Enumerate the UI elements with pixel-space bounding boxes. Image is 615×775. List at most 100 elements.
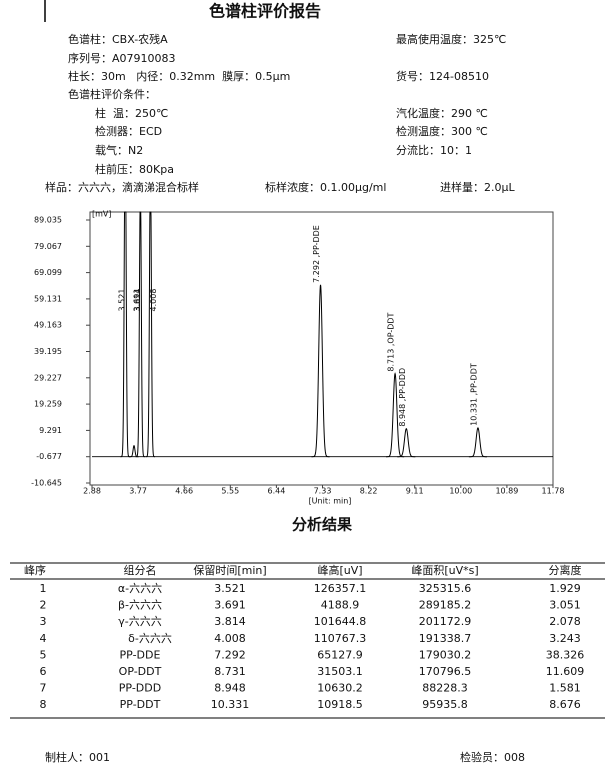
table-cell: PP-DDE — [120, 648, 161, 661]
info: 最高使用温度：325℃ — [396, 32, 506, 46]
table-cell: 4.008 — [214, 632, 246, 645]
table-cell: PP-DDD — [119, 682, 161, 695]
y-tick-label: 39.195 — [34, 347, 62, 356]
y-tick-label: 19.259 — [34, 400, 62, 409]
column-header: 峰序 — [24, 563, 46, 577]
table-cell: 1.581 — [549, 682, 581, 695]
table-cell: 1 — [40, 582, 47, 595]
y-tick-label: 59.131 — [34, 294, 62, 303]
x-tick-label: 6.44 — [267, 487, 285, 496]
table-cell: 3.814 — [214, 615, 246, 628]
peak-label: 10.331 ,PP-DDT — [469, 363, 478, 426]
table-cell: 201172.9 — [419, 615, 472, 628]
table-cell: 4 — [40, 632, 47, 645]
table-cell: 8.731 — [214, 665, 246, 678]
footer: 制柱人：001 — [45, 750, 110, 764]
y-unit: [mV] — [92, 210, 112, 219]
table-cell: 4188.9 — [321, 599, 360, 612]
x-tick-label: 2.88 — [83, 487, 101, 496]
table-cell: 325315.6 — [419, 582, 472, 595]
peak-label: 3.521 — [118, 289, 127, 312]
table-cell: 170796.5 — [419, 665, 472, 678]
table-cell: 10.331 — [211, 698, 250, 711]
table-cell: 101644.8 — [314, 615, 367, 628]
x-tick-label: 3.77 — [129, 487, 147, 496]
y-tick-label: 89.035 — [34, 216, 62, 225]
table-cell: 179030.2 — [419, 648, 472, 661]
footer: 检验员：008 — [460, 750, 525, 764]
x-tick-label: 11.78 — [542, 487, 565, 496]
table-cell: 10630.2 — [317, 682, 363, 695]
column-header: 分离度 — [549, 563, 582, 577]
peak — [397, 427, 416, 458]
table-cell: 3.521 — [214, 582, 246, 595]
x-tick-label: 4.66 — [175, 487, 193, 496]
x-unit: [Unit: min] — [309, 497, 352, 506]
x-tick-label: 9.11 — [406, 487, 424, 496]
table-cell: 11.609 — [546, 665, 585, 678]
y-tick-label: 79.067 — [34, 242, 62, 251]
peak — [120, 211, 130, 458]
table-cell: 5 — [40, 648, 47, 661]
table-cell: 3.691 — [214, 599, 246, 612]
y-tick-label: 9.291 — [39, 426, 62, 435]
table-cell: 1.929 — [549, 582, 581, 595]
table-cell: 8.948 — [214, 682, 246, 695]
info: 色谱柱评价条件： — [68, 87, 156, 101]
info: 色谱柱：CBX-农残A — [68, 32, 168, 46]
table-cell: 3.243 — [549, 632, 581, 645]
table-cell: 31503.1 — [317, 665, 363, 678]
x-tick-label: 5.55 — [221, 487, 239, 496]
x-tick-label: 10.00 — [449, 487, 472, 496]
peak-label: 4.008 — [149, 289, 158, 312]
y-tick-label: 29.227 — [34, 373, 62, 382]
table-cell: 65127.9 — [317, 648, 363, 661]
plot-frame — [89, 211, 554, 486]
table-cell: 8 — [40, 698, 47, 711]
info: 标样浓度：0.1.00μg/ml — [265, 180, 386, 194]
table-cell: 7 — [40, 682, 47, 695]
table-cell: 8.676 — [549, 698, 581, 711]
info: 分流比：10：1 — [396, 143, 472, 157]
table-cell: δ-六六六 — [128, 632, 172, 645]
table-cell: 3 — [40, 615, 47, 628]
x-tick-label: 10.89 — [495, 487, 518, 496]
info: 汽化温度：290 ℃ — [396, 106, 488, 120]
peak — [468, 427, 488, 458]
table-cell: OP-DDT — [119, 665, 162, 678]
title: 色谱柱评价报告 — [209, 2, 321, 21]
column-header: 峰高[uV] — [317, 563, 362, 577]
column-header: 保留时间[min] — [193, 563, 266, 577]
results-table: 峰序 组分名 保留时间[min] 峰高[uV] 峰面积[uV*s] 分离度 1 α-六六六 3.… — [24, 563, 584, 711]
table-cell: 289185.2 — [419, 599, 472, 612]
info: 检测温度：300 ℃ — [396, 124, 488, 138]
table-cell: 6 — [40, 665, 47, 678]
info: 序列号：A07910083 — [68, 51, 176, 65]
x-tick-label: 8.22 — [360, 487, 378, 496]
table-cell: 110767.3 — [314, 632, 367, 645]
info: 柱前压：80Kpa — [95, 162, 174, 176]
table-cell: α-六六六 — [118, 582, 162, 595]
table-cell: β-六六六 — [118, 599, 162, 612]
table-cell: 10918.5 — [317, 698, 363, 711]
table-cell: 191338.7 — [419, 632, 472, 645]
peak-label: 3.691 — [133, 289, 142, 312]
chromatogram: 89.035 79.067 69.099 59.131 49.163 39.195 29.2… — [31, 211, 565, 496]
table-cell: 126357.1 — [314, 582, 367, 595]
info: 进样量：2.0μL — [440, 180, 515, 194]
info: 柱长：30m 内径：0.32mm 膜厚：0.5μm — [68, 69, 290, 83]
section-title: 分析结果 — [292, 516, 353, 534]
table-cell: γ-六六六 — [118, 615, 161, 628]
column-header: 组分名 — [124, 563, 157, 577]
info: 柱 温：250℃ — [95, 106, 168, 120]
table-cell: 7.292 — [214, 648, 246, 661]
peak-label: 8.948 ,PP-DDD — [398, 368, 407, 427]
peak — [311, 284, 330, 458]
peak-label: 3.814 — [133, 289, 142, 312]
x-tick-label: 7.33 — [314, 487, 332, 496]
peak-label: 7.292 ,PP-DDE — [312, 225, 321, 283]
peak — [135, 211, 145, 458]
table-cell: 2 — [40, 599, 47, 612]
table-cell: PP-DDT — [120, 698, 161, 711]
